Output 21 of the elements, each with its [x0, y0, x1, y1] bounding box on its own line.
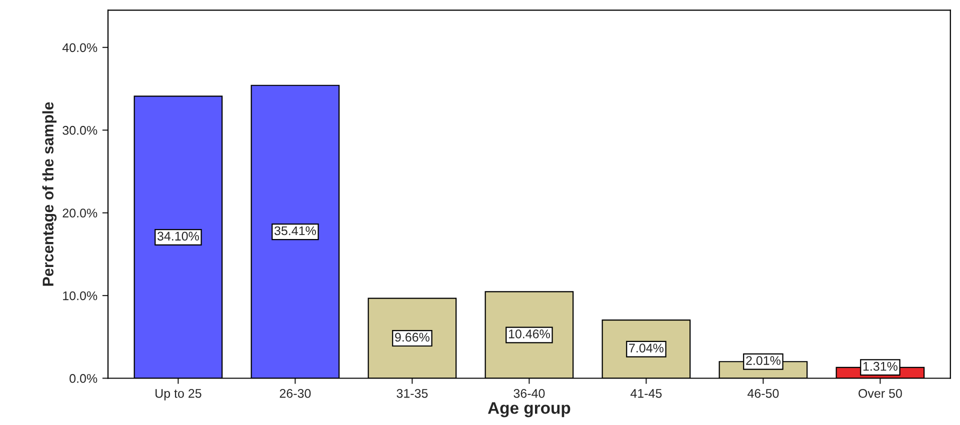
- data-label: 7.04%: [629, 344, 664, 352]
- x-tick-label: 36-40: [514, 388, 545, 398]
- data-label: 2.01%: [746, 356, 780, 365]
- x-tick-label: 26-30: [280, 388, 311, 398]
- y-tick-label: 20.0%: [62, 208, 98, 218]
- x-axis-title: Age group: [488, 402, 570, 418]
- y-tick-label: 40.0%: [62, 43, 98, 52]
- data-label: 1.31%: [863, 362, 898, 371]
- data-label: 35.41%: [274, 226, 316, 236]
- data-label: 10.46%: [508, 330, 550, 338]
- y-tick-label: 0.0%: [70, 374, 98, 383]
- x-tick-label: Over 50: [858, 388, 902, 398]
- data-label: 9.66%: [395, 332, 430, 342]
- data-label: 34.10%: [157, 232, 199, 241]
- y-axis-title: Percentage of the sample: [42, 102, 57, 286]
- x-tick-label: 41-45: [630, 389, 662, 398]
- x-tick-label: Up to 25: [156, 388, 202, 400]
- y-tick-label: 30.0%: [62, 126, 98, 135]
- x-tick-label: 31-35: [396, 388, 428, 398]
- y-tick-label: 10.0%: [63, 291, 98, 300]
- x-tick-label: 46-50: [748, 388, 779, 398]
